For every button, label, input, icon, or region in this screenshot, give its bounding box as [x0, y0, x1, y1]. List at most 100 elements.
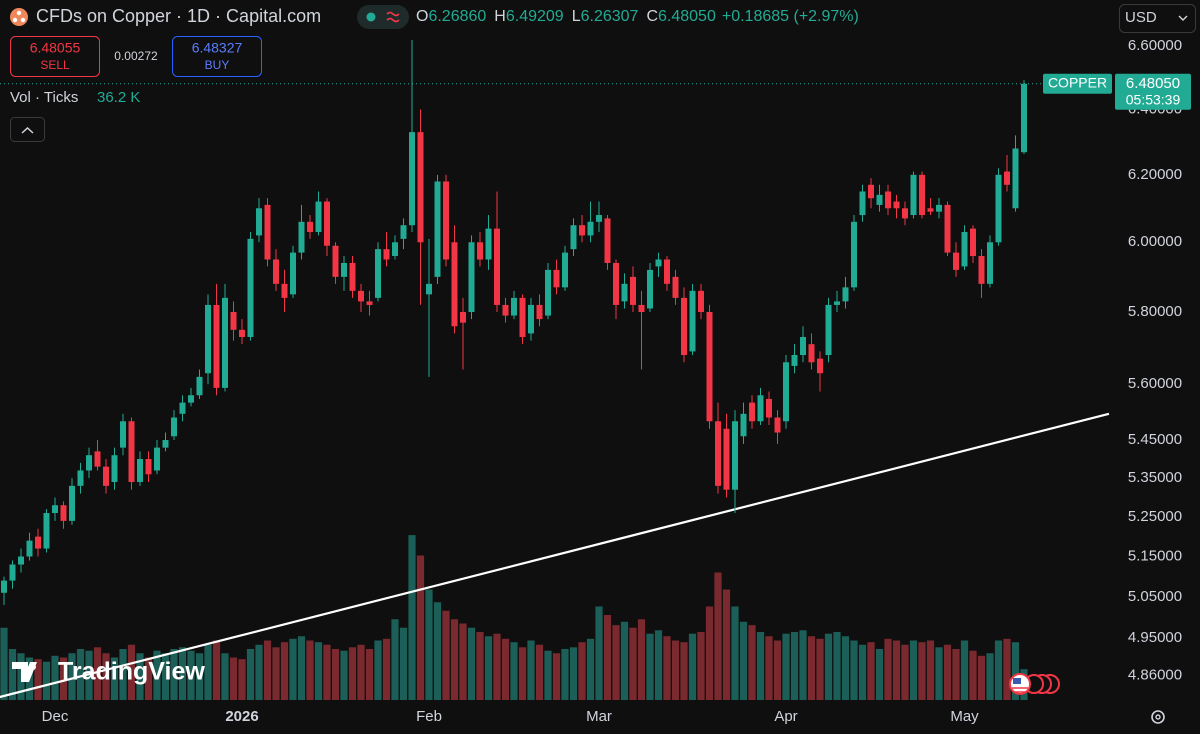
volume-bar — [816, 638, 824, 700]
volume-bar — [365, 649, 374, 700]
candle-body — [451, 242, 458, 327]
settings-button[interactable] — [1151, 710, 1165, 724]
sell-button[interactable] — [10, 36, 100, 77]
candle-body — [341, 262, 347, 277]
candle-body — [936, 204, 942, 212]
volume-bar — [952, 649, 960, 700]
ohlc-key: C — [646, 8, 658, 25]
volume-bar — [833, 632, 841, 700]
candle-body — [885, 191, 891, 209]
chevron — [1178, 15, 1188, 21]
buy-button[interactable] — [172, 36, 262, 77]
currency-select[interactable] — [1119, 4, 1196, 33]
market-open-dot — [366, 12, 376, 22]
candle-body — [154, 447, 160, 471]
volume-bar — [323, 644, 331, 700]
volume-bar — [646, 633, 654, 700]
candle-body — [111, 455, 118, 482]
volume-bar — [986, 653, 994, 700]
volume-bar — [110, 657, 119, 700]
candle-body — [868, 184, 874, 199]
collapse-button[interactable] — [10, 117, 45, 142]
candle-body — [647, 269, 653, 309]
volume-bar — [476, 632, 484, 700]
candle-body — [664, 259, 670, 284]
volume-bar — [433, 602, 442, 700]
candle-body — [409, 132, 415, 226]
symbol-title[interactable]: CFDs on Copper · 1D · Capital.com — [36, 6, 321, 26]
volume-bar — [620, 621, 629, 700]
candle-body — [247, 238, 254, 337]
y-tick-label: 5.15000 — [1128, 547, 1182, 564]
candle-body — [60, 505, 67, 521]
symbol-logo-dot — [20, 17, 26, 23]
volume-bar — [765, 636, 773, 700]
plot-area — [0, 40, 1110, 700]
y-tick-label: 4.95000 — [1128, 629, 1182, 646]
volume-bar — [722, 589, 731, 700]
volume-bar — [535, 644, 544, 700]
candle-body — [511, 297, 517, 316]
volume-bar — [824, 633, 833, 700]
candle-body — [179, 402, 186, 414]
volume-bar — [527, 640, 535, 700]
countdown: 05:53:39 — [1126, 92, 1181, 108]
candle-body — [9, 564, 16, 581]
volume-bar — [705, 606, 714, 700]
volume-bar — [51, 655, 59, 700]
candle-body — [791, 355, 798, 366]
volume-bar — [544, 650, 552, 700]
y-axis: 4.86000 4.95000 5.05000 5.15000 5.25000 5.350… — [1128, 37, 1182, 684]
candle-body — [52, 505, 58, 514]
volume-bar — [144, 657, 153, 700]
volume-bar — [918, 642, 926, 700]
volume-bar — [867, 642, 875, 700]
candle-body — [774, 417, 781, 433]
candle-body — [443, 181, 449, 260]
volume-bar — [42, 661, 51, 700]
volume-legend[interactable]: Vol · Ticks — [10, 89, 78, 106]
candle-body — [672, 276, 679, 298]
volume-bar — [59, 657, 68, 700]
brand-watermark: TradingView — [58, 658, 205, 686]
volume-bar — [382, 638, 391, 700]
x-tick-label: 2026 — [225, 708, 258, 725]
volume-bar — [688, 633, 697, 700]
x-tick-label: Feb — [416, 708, 442, 725]
brand-logo-dot — [30, 664, 36, 670]
volume-bar — [493, 633, 501, 700]
candle-body — [324, 201, 330, 246]
candle-body — [230, 312, 237, 330]
candle-body — [587, 221, 594, 236]
volume-bar — [0, 627, 8, 700]
candle-body — [1021, 83, 1027, 153]
volume-bar — [391, 619, 399, 700]
y-tick-label: 5.80000 — [1128, 303, 1182, 320]
candle-body — [188, 395, 194, 403]
candle-body — [375, 249, 381, 298]
volume-bar — [272, 647, 280, 700]
candle-body — [392, 242, 398, 257]
trendline[interactable] — [0, 412, 1110, 699]
volume-bar — [297, 636, 306, 700]
sell-price: 6.48055 — [30, 40, 81, 56]
ohlc-value: 6.49209 — [506, 8, 564, 25]
candle-body — [502, 304, 509, 316]
volume-value: 36.2 K — [97, 89, 140, 106]
volume-bar — [255, 644, 263, 700]
candle-body — [953, 252, 959, 270]
symbol-logo-dot — [16, 10, 22, 16]
volume-bar — [586, 638, 595, 700]
candle-body — [94, 451, 101, 467]
volume-bar — [841, 636, 850, 700]
volume-bar — [612, 625, 620, 700]
candle-body — [621, 283, 628, 302]
status-pill[interactable] — [357, 5, 409, 29]
volume-bar — [714, 572, 722, 700]
candle-body — [757, 395, 764, 422]
settings-icon — [1155, 714, 1161, 720]
candle-body — [919, 174, 925, 216]
candle-body — [349, 262, 356, 291]
candle-body — [290, 252, 296, 295]
